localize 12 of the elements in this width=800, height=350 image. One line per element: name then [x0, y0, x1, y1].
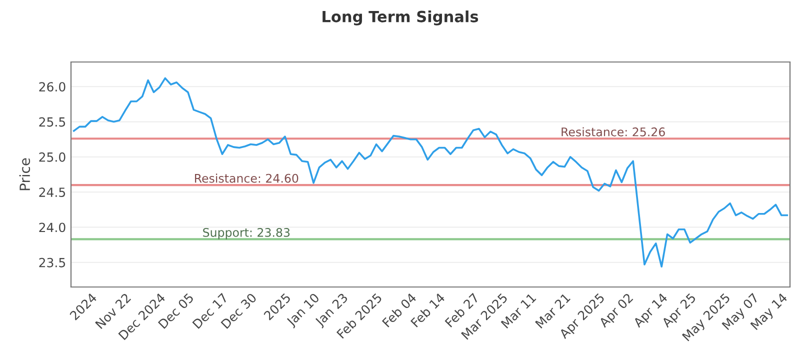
y-tick-label: 24.0 — [39, 222, 66, 232]
ref-line-label: Resistance: 25.26 — [562, 127, 665, 136]
y-tick-label: 26.0 — [39, 82, 66, 92]
y-tick-label: 25.0 — [39, 152, 66, 162]
ref-line-label: Resistance: 24.60 — [195, 174, 298, 183]
y-tick-label: 23.5 — [39, 258, 66, 268]
y-axis-title: Price — [19, 158, 30, 190]
ref-line-label: Support: 23.83 — [203, 228, 290, 240]
chart-title: Long Term Signals — [322, 10, 478, 26]
y-tick-label: 24.5 — [39, 188, 66, 198]
line-series — [72, 77, 788, 268]
y-tick-label: 25.5 — [39, 117, 66, 127]
